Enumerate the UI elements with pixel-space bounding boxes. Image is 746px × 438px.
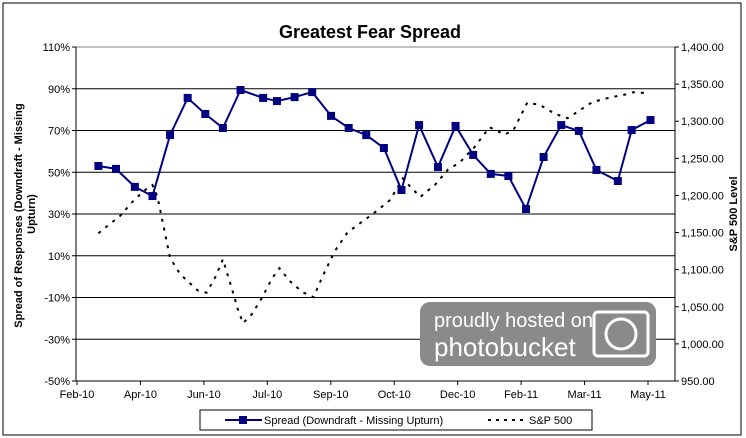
x-tick-label: Jul-10 (252, 389, 282, 401)
spread-point (415, 121, 424, 130)
spread-point (183, 93, 192, 102)
x-tick-label: Jun-10 (187, 389, 221, 401)
spread-point (592, 165, 601, 174)
y-axis-label-line1: Spread of Responses (Downdraft - Missing (13, 103, 25, 327)
y-axis-label-line2: Upturn) (26, 194, 38, 234)
spread-point (646, 116, 655, 125)
spread-point (486, 169, 495, 178)
x-tick-label: Feb-11 (504, 389, 538, 401)
y-tick-label: 90% (48, 84, 70, 96)
x-tick-label: May-11 (630, 389, 666, 401)
y2-axis-label: S&P 500 Level (728, 176, 740, 251)
spread-point (148, 192, 157, 201)
x-tick-label: Feb-10 (60, 389, 95, 401)
x-tick-label: Oct-10 (378, 389, 411, 401)
legend-spread-label: Spread (Downdraft - Missing Upturn) (264, 415, 443, 427)
spread-point (397, 185, 406, 194)
watermark: proudly hosted on photobucket (420, 302, 656, 366)
y2-tick-label: 1,250.00 (681, 153, 724, 165)
series (94, 86, 655, 325)
y-tick-label: 30% (48, 209, 70, 221)
y-tick-label: -50% (44, 376, 70, 388)
y-tick-label: 50% (48, 167, 70, 179)
spread-point (201, 110, 210, 119)
spread-point (236, 86, 245, 95)
spread-point (327, 111, 336, 120)
y-tick-label: -10% (44, 293, 70, 305)
spread-point (613, 177, 622, 186)
spread-point (522, 204, 531, 213)
x-tick-label: Dec-10 (440, 389, 475, 401)
legend-spread-marker (239, 416, 247, 424)
spread-point (218, 123, 227, 132)
spread-point (166, 131, 175, 140)
y-tick-label: -30% (44, 334, 70, 346)
y-tick-label: 110% (43, 42, 71, 54)
y-axis-label: Spread of Responses (Downdraft - Missing… (13, 100, 38, 327)
spread-point (451, 121, 460, 130)
y2-tick-label: 1,300.00 (681, 116, 724, 128)
spread-point (130, 182, 139, 191)
spread-point (433, 163, 442, 172)
spread-point (290, 93, 299, 102)
spread-point (539, 153, 548, 162)
x-tick-label: Sep-10 (313, 389, 348, 401)
y2-tick-label: 1,000.00 (681, 339, 724, 351)
camera-icon (592, 310, 650, 358)
y2-tick-label: 1,100.00 (681, 265, 724, 277)
tick-labels: 110% 90% 70% 50% 30% 10% -10% -30% -50% 1,400.00 1… (43, 42, 724, 401)
legend-sp500-label: S&P 500 (529, 415, 572, 427)
spread-point (557, 121, 566, 130)
spread-point (379, 144, 388, 153)
spread-point (362, 131, 371, 140)
spread-point (469, 150, 478, 159)
y2-tick-label: 1,350.00 (681, 79, 724, 91)
spread-point (627, 126, 636, 135)
legend: Spread (Downdraft - Missing Upturn) S&P … (199, 409, 593, 431)
watermark-line1: proudly hosted on (434, 310, 593, 332)
x-tick-label: Mar-11 (568, 389, 602, 401)
gridlines (76, 46, 675, 340)
spread-point (94, 161, 103, 170)
x-tick-label: Apr-10 (124, 389, 157, 401)
spread-point (111, 164, 120, 173)
axes (72, 46, 679, 385)
y2-tick-label: 950.00 (681, 376, 715, 388)
y2-tick-label: 1,200.00 (681, 190, 724, 202)
watermark-line2: photobucket (434, 332, 576, 362)
spread-point (272, 97, 281, 106)
y-tick-label: 10% (48, 251, 70, 263)
spread-point (308, 88, 317, 97)
spread-point (344, 123, 353, 132)
chart-title: Greatest Fear Spread (279, 22, 461, 42)
y2-tick-label: 1,150.00 (681, 228, 724, 240)
spread-point (574, 126, 583, 135)
y2-tick-label: 1,400.00 (681, 42, 724, 54)
y-tick-label: 70% (48, 126, 70, 138)
y2-tick-label: 1,050.00 (681, 302, 724, 314)
spread-point (259, 93, 268, 102)
spread-point (504, 172, 513, 181)
